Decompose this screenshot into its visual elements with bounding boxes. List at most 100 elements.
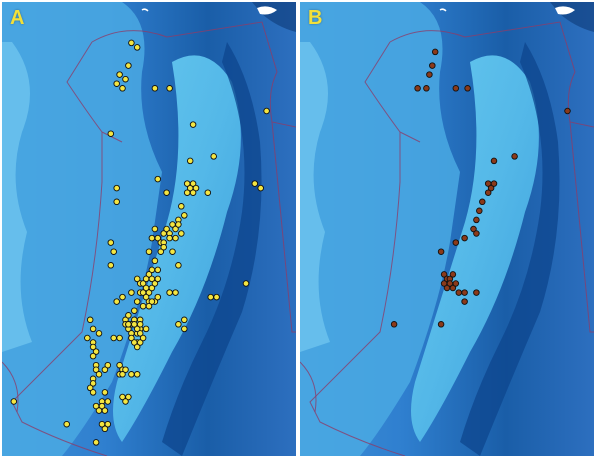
sample-point xyxy=(189,121,197,128)
sample-point xyxy=(133,371,141,378)
sample-point xyxy=(172,234,179,242)
sample-point xyxy=(464,85,471,92)
panel-label-a: A xyxy=(10,7,25,29)
sample-point xyxy=(84,334,91,342)
sample-point xyxy=(128,289,135,296)
sample-point xyxy=(154,266,162,274)
sample-point xyxy=(148,298,156,305)
sample-point xyxy=(183,189,191,196)
sample-point xyxy=(263,107,270,115)
map-panel-a: A xyxy=(2,2,296,456)
sample-point xyxy=(431,48,439,56)
trench xyxy=(460,42,560,456)
sample-point xyxy=(125,312,132,319)
sample-point xyxy=(452,85,460,92)
shallow-west xyxy=(2,42,32,352)
sample-point xyxy=(116,334,123,342)
sample-point xyxy=(136,339,144,346)
sample-point xyxy=(122,398,129,405)
sample-point xyxy=(449,284,457,292)
sample-point xyxy=(145,271,153,278)
sample-point xyxy=(473,230,480,237)
sample-point xyxy=(110,334,117,342)
sample-point xyxy=(119,371,126,378)
sample-point xyxy=(476,207,483,215)
sample-point xyxy=(133,44,141,51)
sample-point xyxy=(157,248,165,255)
sample-point xyxy=(178,230,185,237)
sample-point xyxy=(131,307,138,314)
sample-point xyxy=(423,85,430,92)
sample-point xyxy=(257,184,264,192)
sample-point xyxy=(92,366,100,373)
sample-point xyxy=(142,325,150,333)
sample-point xyxy=(189,189,197,196)
sample-point xyxy=(133,298,141,305)
sample-point xyxy=(414,85,421,92)
sample-point xyxy=(511,153,518,160)
sample-point xyxy=(113,80,120,87)
sample-point xyxy=(128,39,135,47)
sample-point xyxy=(473,289,480,296)
sample-point xyxy=(101,407,109,414)
sample-point xyxy=(151,257,159,265)
sample-point xyxy=(113,298,120,305)
sample-point xyxy=(101,389,109,396)
zone-boundary-sw xyxy=(300,361,317,413)
sample-point xyxy=(175,321,182,328)
island-small xyxy=(141,8,149,12)
sample-point xyxy=(169,248,176,255)
sample-point xyxy=(119,85,126,92)
sample-point xyxy=(139,280,147,287)
shallow-west xyxy=(300,42,330,352)
sample-point xyxy=(113,184,120,192)
sample-point xyxy=(564,107,571,115)
map-panel-b: B xyxy=(300,2,594,456)
sample-point xyxy=(166,234,173,242)
points-a xyxy=(10,39,270,446)
sample-point xyxy=(166,289,173,296)
sample-point xyxy=(98,420,106,428)
sample-point xyxy=(101,366,109,373)
sample-point xyxy=(89,389,97,396)
sample-point xyxy=(192,184,200,192)
sample-point xyxy=(440,271,448,278)
sample-point xyxy=(473,216,480,224)
sample-point xyxy=(186,157,194,165)
sample-point xyxy=(470,225,477,233)
sample-point xyxy=(181,212,188,219)
sample-point xyxy=(131,321,138,328)
sample-point xyxy=(133,275,141,283)
sample-point xyxy=(110,248,117,255)
points-b xyxy=(390,48,571,328)
sample-point xyxy=(104,398,112,405)
sample-point xyxy=(119,293,126,301)
sample-point xyxy=(166,85,173,92)
sample-point xyxy=(452,239,460,246)
sample-point xyxy=(426,71,433,78)
sample-point xyxy=(136,321,144,328)
sample-point xyxy=(429,62,436,69)
sample-point xyxy=(446,280,454,287)
zone-boundaries xyxy=(11,21,296,456)
sample-point xyxy=(181,325,188,333)
sample-point xyxy=(107,262,115,269)
sample-point xyxy=(172,225,179,233)
sample-point xyxy=(461,289,468,296)
sample-point xyxy=(98,402,106,410)
sample-point xyxy=(107,239,115,246)
sample-point xyxy=(113,198,120,206)
sample-point xyxy=(154,175,162,183)
sample-point xyxy=(89,380,97,387)
sample-point xyxy=(390,321,398,328)
map-b-svg xyxy=(300,2,594,456)
sample-point xyxy=(95,330,103,337)
sample-point xyxy=(455,289,463,296)
sample-point xyxy=(189,180,197,187)
sample-point xyxy=(133,343,141,351)
sample-point xyxy=(86,384,94,392)
sample-point xyxy=(139,289,147,296)
panel-label-b: B xyxy=(308,7,323,29)
sample-point xyxy=(151,280,159,287)
